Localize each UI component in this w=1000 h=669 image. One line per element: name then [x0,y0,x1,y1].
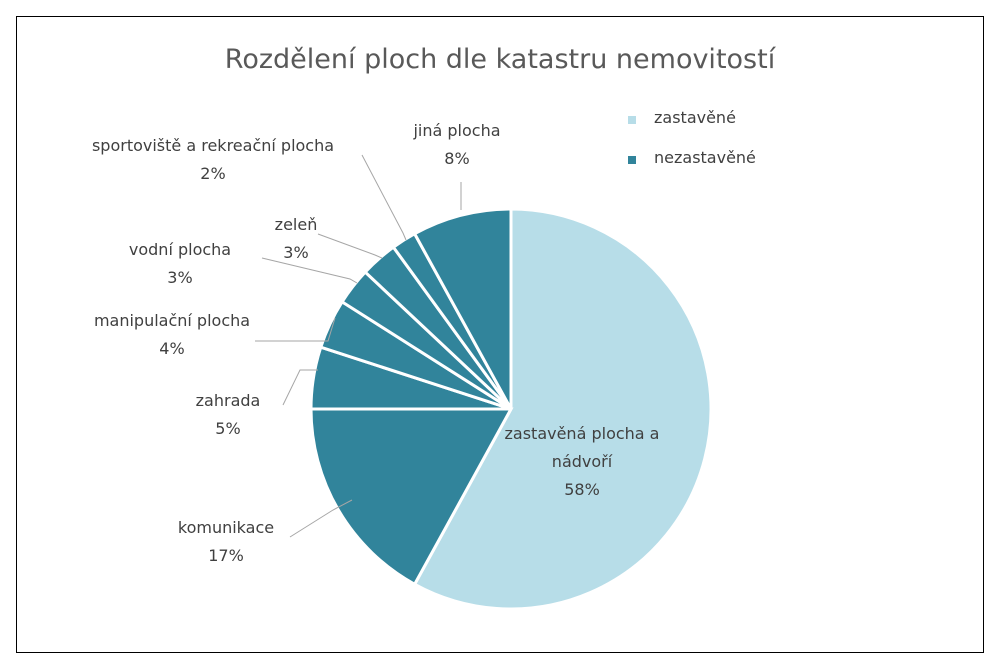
legend-label: nezastavěné [654,148,756,167]
pie-slice [412,207,713,611]
pie-slice [412,207,513,410]
value-label: 8% [444,149,470,168]
slice-label: zahrada [195,391,261,410]
leader-line [261,257,358,284]
slice-label: jiná plocha [413,121,501,140]
leader-line [317,233,383,259]
slice-label: manipulační plocha [93,311,251,330]
value-label: 17% [208,546,244,565]
legend-label: zastavěné [654,108,736,127]
value-label: 5% [215,419,241,438]
legend-swatch [628,116,636,124]
slice-label: zastavěná plocha a nádvoří [504,424,660,471]
slice-label: zeleň [274,215,318,234]
slice-label: sportoviště a rekreační plocha [91,136,335,155]
leader-line [361,154,407,241]
slice-label: komunikace [177,518,275,537]
leader-line [255,317,336,342]
chart-title: Rozdělení ploch dle katastru nemovitostí [224,44,776,75]
legend-swatch [628,156,636,164]
slice-label: vodní plocha [128,240,232,259]
leader-line [289,499,353,538]
value-label: 3% [283,243,309,262]
leader-line [282,369,318,406]
value-label: 58% [564,480,600,499]
value-label: 4% [159,339,185,358]
frame [16,16,984,653]
value-label: 3% [167,268,193,287]
pie-slice [309,407,514,587]
value-label: 2% [200,164,226,183]
